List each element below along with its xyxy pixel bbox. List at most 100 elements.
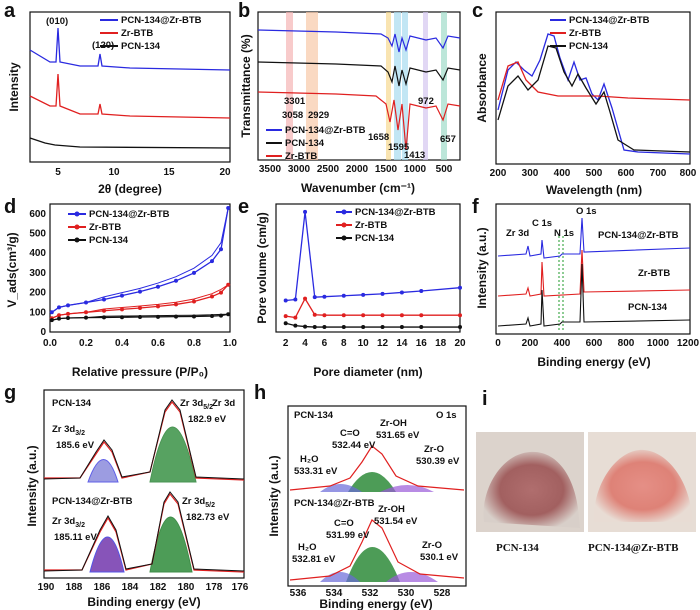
- isotherm-point: [66, 316, 70, 321]
- svg-text:Zr 3d5/2: Zr 3d5/2: [180, 398, 213, 411]
- isotherm-point: [66, 303, 70, 308]
- pore-point: [380, 313, 385, 318]
- xtick: 18: [435, 338, 447, 349]
- xtick: 10: [108, 167, 120, 178]
- xtick: 188: [66, 582, 83, 593]
- isotherm-point: [219, 290, 223, 295]
- xtick: 3000: [288, 164, 311, 175]
- y-axis-label: Intensity (a.u.): [25, 445, 39, 526]
- g-bot-p2: Zr 3d: [182, 496, 205, 507]
- svg-text:Zr 3d3/2: Zr 3d3/2: [52, 424, 85, 437]
- series-label-f-2: Zr-BTB: [638, 268, 670, 279]
- xtick: 0.4: [115, 338, 129, 349]
- xtick: 1500: [375, 164, 398, 175]
- x-axis-label: 2θ (degree): [98, 182, 162, 196]
- pore-point: [419, 313, 424, 318]
- xtick: 2: [283, 338, 289, 349]
- xps-o1s-chart: PCN-134 O 1s Zr-OH 531.65 eV C=O 532.44 …: [267, 405, 467, 610]
- pore-point: [322, 294, 327, 299]
- series-label-f-3: PCN-134: [628, 302, 668, 313]
- pore-point: [283, 314, 288, 319]
- legend-a-2: Zr-BTB: [121, 28, 153, 39]
- isotherm-point: [226, 282, 231, 287]
- xtick: 190: [38, 582, 55, 593]
- xtick: 0.2: [79, 338, 93, 349]
- ytick: 600: [29, 209, 46, 220]
- x-axis-label: Pore diameter (nm): [313, 365, 422, 379]
- panel-label-a: a: [4, 0, 16, 22]
- xtick: 6: [322, 338, 328, 349]
- g-bot-p2val: 182.73 eV: [186, 512, 230, 523]
- xtick: 20: [219, 167, 231, 178]
- xtick: 4: [302, 338, 308, 349]
- xtick: 16: [416, 338, 428, 349]
- isotherm-point: [120, 315, 124, 320]
- pore-point: [303, 209, 308, 214]
- xtick: 0: [495, 338, 501, 349]
- isotherm-point: [120, 293, 124, 298]
- xtick: 15: [163, 167, 175, 178]
- band-3301: 3301: [284, 96, 306, 107]
- ftir-series-zrbtb: [257, 91, 461, 151]
- isotherm-point: [102, 308, 106, 313]
- xtick: 530: [398, 588, 415, 599]
- caption-pcn134-zrbtb: PCN-134@Zr-BTB: [588, 542, 679, 554]
- pore-point: [399, 290, 404, 295]
- xtick: 532: [362, 588, 379, 599]
- pore-point: [419, 325, 424, 330]
- legend-d-3: PCN-134: [89, 235, 129, 246]
- xtick: 536: [290, 588, 307, 599]
- ytick: 400: [29, 248, 46, 259]
- h-bot-zroh-val: 531.54 eV: [374, 516, 418, 527]
- pore-point: [341, 293, 346, 298]
- pore-point: [303, 296, 308, 301]
- zr3d-spectrum-bottom: [43, 491, 245, 572]
- h-top-h2o-val: 533.31 eV: [294, 466, 338, 477]
- isotherm-point: [57, 316, 61, 321]
- panel-e: e PCN-134@Zr-BTB Zr-BTB PCN-134 2 4 6 8 10 12…: [236, 196, 468, 386]
- pore-point: [312, 312, 317, 317]
- pore-point: [293, 297, 298, 302]
- isotherm-point: [174, 314, 178, 319]
- peak-o1s: O 1s: [576, 206, 597, 217]
- isotherm-point: [57, 313, 61, 318]
- isotherm-point: [138, 289, 142, 294]
- xtick: 300: [522, 168, 539, 179]
- xtick: 8: [341, 338, 347, 349]
- legend-d-2: Zr-BTB: [89, 222, 121, 233]
- xps-zr3d-chart: PCN-134 Zr 3d Zr 3d3/2 185.6 eV Zr 3d5/2…: [25, 389, 249, 609]
- panel-i: i PCN-134 PCN-134@Zr-BTB: [470, 382, 700, 610]
- h-bot-co-val: 531.99 eV: [326, 530, 370, 541]
- pore-point: [361, 313, 366, 318]
- pore-line-1: [285, 297, 460, 319]
- peak-c1s: C 1s: [532, 218, 552, 229]
- ftir-chart: 3301 3058 2929 1658 1595 1413 972 657 PC…: [239, 11, 461, 195]
- xtick: 200: [490, 168, 507, 179]
- isotherm-point: [49, 310, 54, 315]
- y-axis-label: Pore volume (cm/g): [255, 212, 269, 323]
- pore-point: [380, 291, 385, 296]
- o1s-spectrum-bottom: [289, 519, 465, 581]
- xrd-series-pcn134: [29, 137, 231, 149]
- g-top-p1val: 185.6 eV: [56, 440, 95, 451]
- panel-g: g PCN-134 Zr 3d Zr 3d3/2 185.6 eV Zr 3d5…: [0, 382, 249, 610]
- xtick: 600: [618, 168, 635, 179]
- x-axis-label: Binding energy (eV): [319, 597, 432, 610]
- isotherm-point: [192, 299, 196, 304]
- g-top-p2: Zr 3d: [180, 398, 203, 409]
- y-axis-label: Transmittance (%): [239, 34, 253, 137]
- g-top-p1: Zr 3d: [52, 424, 75, 435]
- isotherm-point: [219, 313, 223, 318]
- h-bot-h2o: H₂O: [298, 542, 316, 553]
- isotherm-point: [210, 259, 214, 264]
- isotherm-point: [219, 247, 223, 252]
- panel-d: d PCN-134@Zr-BTB Zr-BTB PCN-134 0.0 0.2 0.…: [0, 196, 237, 386]
- ytick: 0: [40, 327, 46, 338]
- legend-b-3: Zr-BTB: [285, 151, 317, 162]
- xtick: 600: [586, 338, 603, 349]
- h-top-zroh: Zr-OH: [380, 418, 407, 429]
- y-axis-label: Intensity: [7, 62, 21, 112]
- panel-label-f: f: [472, 196, 479, 218]
- legend-b-1: PCN-134@Zr-BTB: [285, 125, 366, 136]
- pore-point: [419, 289, 424, 294]
